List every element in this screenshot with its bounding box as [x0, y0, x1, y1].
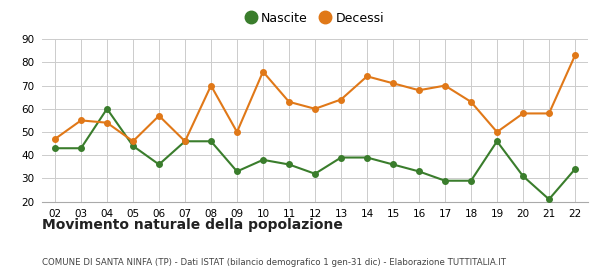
Line: Decessi: Decessi: [52, 53, 578, 144]
Line: Nascite: Nascite: [52, 106, 578, 202]
Decessi: [181, 140, 188, 143]
Nascite: [259, 158, 266, 162]
Nascite: [311, 172, 319, 176]
Decessi: [415, 88, 422, 92]
Nascite: [337, 156, 344, 159]
Decessi: [208, 84, 215, 87]
Decessi: [545, 112, 553, 115]
Text: Movimento naturale della popolazione: Movimento naturale della popolazione: [42, 218, 343, 232]
Decessi: [155, 114, 163, 117]
Decessi: [103, 121, 110, 124]
Nascite: [493, 140, 500, 143]
Nascite: [155, 163, 163, 166]
Nascite: [208, 140, 215, 143]
Nascite: [467, 179, 475, 182]
Nascite: [571, 167, 578, 171]
Nascite: [286, 163, 293, 166]
Decessi: [467, 100, 475, 104]
Nascite: [77, 146, 85, 150]
Decessi: [520, 112, 527, 115]
Decessi: [571, 54, 578, 57]
Decessi: [493, 130, 500, 134]
Decessi: [311, 107, 319, 111]
Decessi: [77, 119, 85, 122]
Nascite: [52, 146, 59, 150]
Decessi: [337, 98, 344, 101]
Nascite: [364, 156, 371, 159]
Decessi: [259, 70, 266, 73]
Decessi: [233, 130, 241, 134]
Decessi: [286, 100, 293, 104]
Decessi: [52, 137, 59, 141]
Decessi: [364, 75, 371, 78]
Nascite: [389, 163, 397, 166]
Nascite: [181, 140, 188, 143]
Nascite: [233, 170, 241, 173]
Nascite: [415, 170, 422, 173]
Nascite: [130, 144, 137, 148]
Nascite: [442, 179, 449, 182]
Legend: Nascite, Decessi: Nascite, Decessi: [241, 7, 389, 30]
Nascite: [545, 198, 553, 201]
Decessi: [389, 81, 397, 85]
Decessi: [442, 84, 449, 87]
Nascite: [103, 107, 110, 111]
Decessi: [130, 140, 137, 143]
Nascite: [520, 174, 527, 178]
Text: COMUNE DI SANTA NINFA (TP) - Dati ISTAT (bilancio demografico 1 gen-31 dic) - El: COMUNE DI SANTA NINFA (TP) - Dati ISTAT …: [42, 258, 506, 267]
